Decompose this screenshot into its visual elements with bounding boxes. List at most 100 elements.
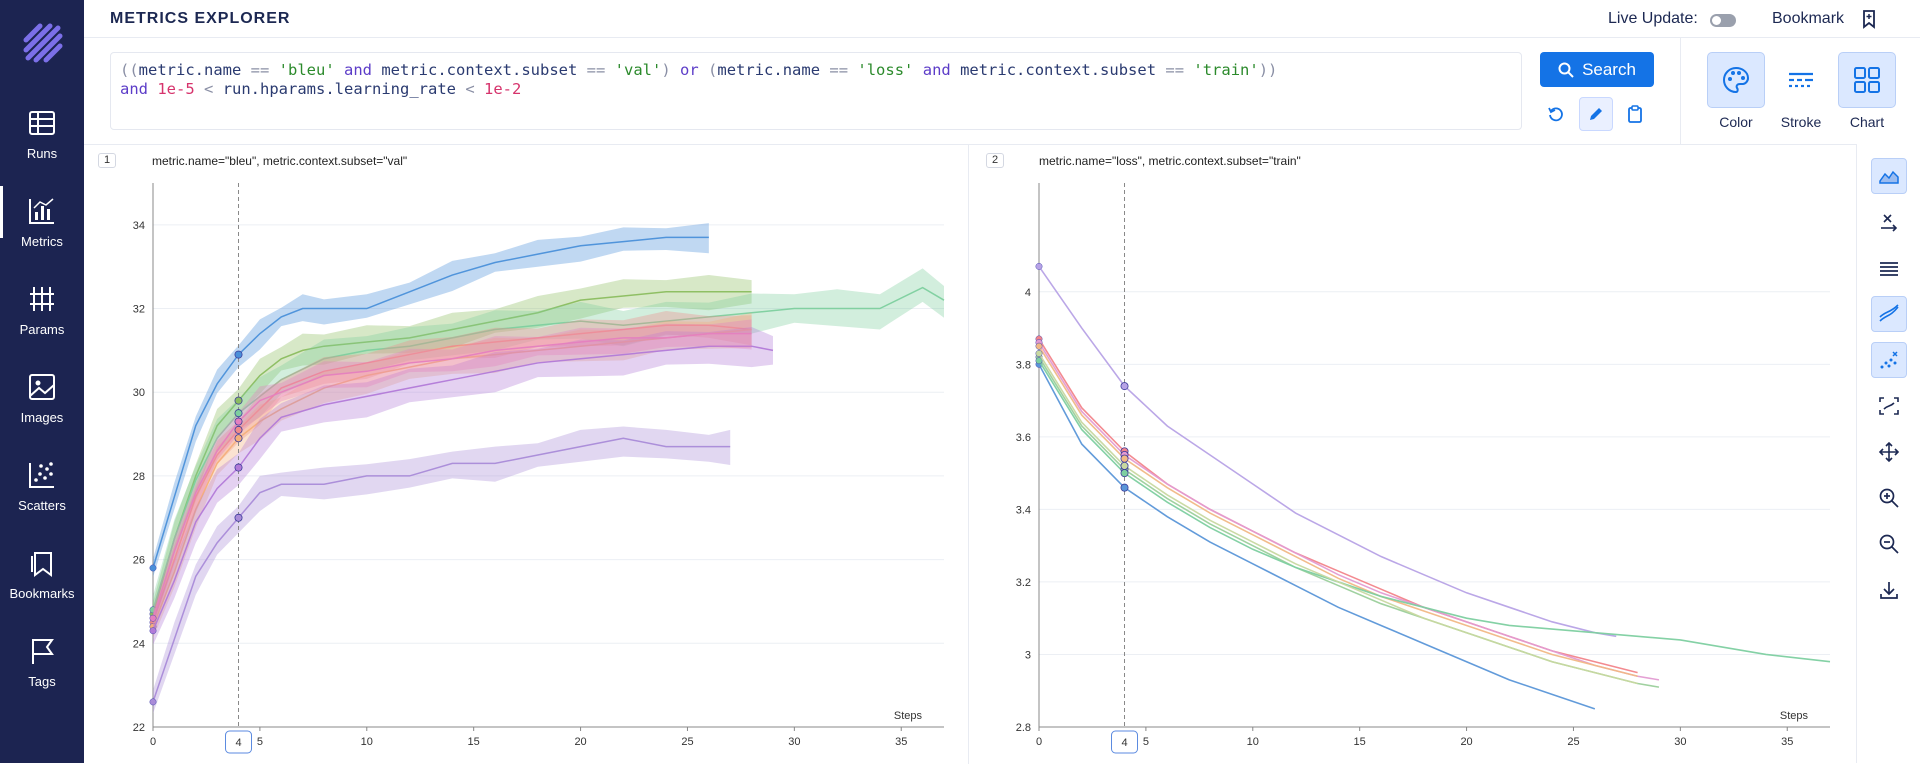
- series-line[interactable]: [152, 328, 752, 627]
- sidebar-item-params[interactable]: Params: [0, 274, 84, 354]
- chart-title: metric.name="loss", metric.context.subse…: [1039, 154, 1301, 168]
- bleu-line-chart[interactable]: 22 24 26 28 30 32 34 0 5 10 15 20 25 30 35 Steps 4: [84, 145, 968, 764]
- series-line[interactable]: [152, 345, 774, 632]
- chart-controls-toolbar: [1856, 144, 1920, 763]
- sidebar-item-tags[interactable]: Tags: [0, 626, 84, 706]
- y-tick-label: 3.4: [1016, 504, 1031, 516]
- cursor-point[interactable]: [234, 396, 243, 405]
- sidebar-item-images[interactable]: Images: [0, 362, 84, 442]
- series-start-point: [149, 614, 157, 622]
- reset-query-button[interactable]: [1539, 97, 1573, 131]
- series-line[interactable]: [1038, 360, 1831, 663]
- sidebar-item-label: Bookmarks: [9, 586, 75, 601]
- cursor-point[interactable]: [234, 409, 243, 418]
- area-chart-icon: [1879, 170, 1899, 184]
- smooth-lines-icon: [1879, 304, 1899, 322]
- series-band: [153, 326, 773, 645]
- x-tick-label: 20: [1460, 736, 1472, 748]
- loss-line-chart[interactable]: 2.8 3 3.2 3.4 3.6 3.8 4 0 5 10 15 20 25 30 35 Steps 4: [970, 145, 1854, 764]
- series-line[interactable]: [1038, 363, 1596, 710]
- chart-title: metric.name="bleu", metric.context.subse…: [152, 154, 408, 168]
- query-editor[interactable]: ((metric.name == 'bleu' and metric.conte…: [110, 52, 1522, 130]
- edit-query-button[interactable]: [1579, 97, 1613, 131]
- move-button[interactable]: [1871, 434, 1907, 470]
- series-start-point: [1035, 357, 1043, 365]
- zoom-out-button[interactable]: [1871, 526, 1907, 562]
- aim-logo-icon[interactable]: [20, 20, 64, 64]
- live-update-toggle[interactable]: [1710, 14, 1736, 27]
- cursor-point[interactable]: [1120, 483, 1129, 492]
- color-tool-button[interactable]: Color: [1707, 52, 1765, 134]
- y-tick-label: 28: [133, 471, 145, 483]
- bookmark-button[interactable]: Bookmark: [1772, 10, 1845, 27]
- sidebar-item-label: Params: [19, 322, 65, 337]
- smoothing-button[interactable]: [1871, 296, 1907, 332]
- outliers-button[interactable]: [1871, 342, 1907, 378]
- bookmark-icon[interactable]: [1860, 9, 1878, 29]
- panel-divider: [968, 145, 969, 764]
- search-button[interactable]: Search: [1540, 52, 1654, 87]
- zoom-out-icon: [1879, 534, 1899, 554]
- aggregation-button[interactable]: [1871, 250, 1907, 286]
- cursor-point[interactable]: [234, 513, 243, 522]
- cursor-point[interactable]: [234, 434, 243, 443]
- series-line[interactable]: [1038, 345, 1638, 678]
- sidebar-item-scatters[interactable]: Scatters: [0, 450, 84, 530]
- series-line[interactable]: [1038, 342, 1660, 681]
- y-tick-label: 4: [1025, 287, 1031, 299]
- zoom-in-button[interactable]: [1871, 480, 1907, 516]
- cursor-point[interactable]: [1120, 382, 1129, 391]
- sidebar-item-label: Images: [20, 410, 64, 425]
- pencil-icon: [1590, 108, 1602, 120]
- series-line[interactable]: [152, 291, 752, 615]
- highlight-mode-button[interactable]: [1871, 158, 1907, 194]
- flag-icon: [32, 639, 54, 664]
- series-line[interactable]: [152, 332, 752, 619]
- x-axis-title: Steps: [1780, 710, 1809, 722]
- sidebar-item-label: Runs: [26, 146, 58, 161]
- image-icon: [29, 374, 55, 400]
- series-line[interactable]: [1038, 265, 1617, 638]
- stroke-tool-button[interactable]: Stroke: [1772, 52, 1830, 134]
- sidebar-item-metrics[interactable]: Metrics: [0, 186, 84, 266]
- y-tick-label: 3.8: [1016, 359, 1031, 371]
- bar-chart-icon: [29, 198, 54, 224]
- cursor-point[interactable]: [234, 350, 243, 359]
- x-tick-label: 25: [681, 736, 693, 748]
- x-axis-button[interactable]: [1871, 204, 1907, 240]
- cursor-point[interactable]: [234, 417, 243, 426]
- x-tick-label: 10: [361, 736, 373, 748]
- x-tick-label: 35: [895, 736, 907, 748]
- x-tick-label: 5: [257, 736, 263, 748]
- cursor-point[interactable]: [1120, 461, 1129, 470]
- chart-tool-button[interactable]: Chart: [1838, 52, 1896, 134]
- sidebar-item-bookmarks[interactable]: Bookmarks: [0, 538, 84, 618]
- select-area-icon: [1879, 397, 1899, 415]
- series-line[interactable]: [152, 437, 731, 703]
- query-line-2: and 1e-5 < run.hparams.learning_rate < 1…: [120, 80, 522, 98]
- series-line[interactable]: [1038, 356, 1660, 688]
- zoom-select-button[interactable]: [1871, 388, 1907, 424]
- cursor-point[interactable]: [1120, 454, 1129, 463]
- cursor-point[interactable]: [234, 425, 243, 434]
- y-tick-label: 26: [133, 555, 145, 567]
- params-icon: [30, 287, 54, 311]
- sidebar-item-runs[interactable]: Runs: [0, 98, 84, 178]
- cursor-point[interactable]: [234, 463, 243, 472]
- series-start-point: [149, 627, 157, 635]
- download-button[interactable]: [1871, 572, 1907, 608]
- scatter-icon: [29, 462, 54, 488]
- copy-query-button[interactable]: [1618, 97, 1652, 131]
- x-axis-icon: [1881, 214, 1898, 232]
- series-line[interactable]: [152, 236, 709, 569]
- cursor-point[interactable]: [1120, 469, 1129, 478]
- series-line[interactable]: [152, 324, 752, 623]
- x-tick-label: 35: [1781, 736, 1793, 748]
- x-tick-label: 15: [1354, 736, 1366, 748]
- search-icon: [1558, 62, 1574, 78]
- series-band: [153, 426, 731, 714]
- series-line[interactable]: [152, 286, 945, 611]
- series-start-point: [149, 698, 157, 706]
- series-line[interactable]: [1038, 353, 1638, 685]
- sidebar-item-label: Metrics: [21, 234, 63, 249]
